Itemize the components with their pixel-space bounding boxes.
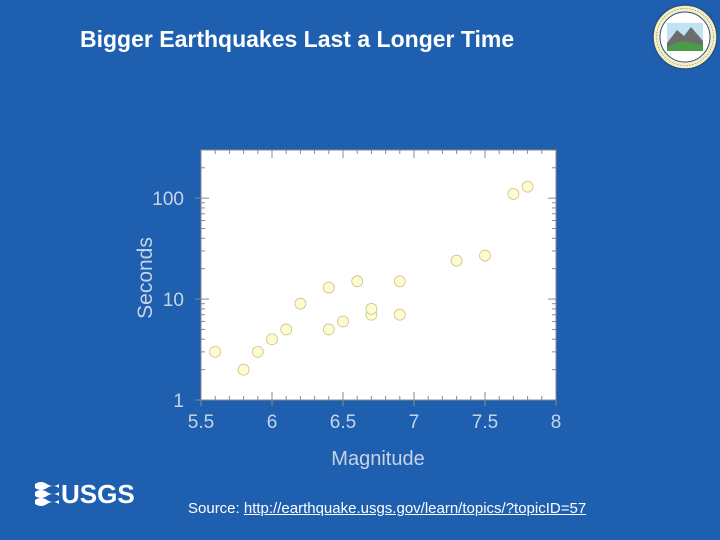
data-point: [393, 308, 406, 321]
data-point: [507, 188, 520, 200]
data-point: [521, 180, 534, 193]
data-point: [209, 345, 222, 358]
data-point: [393, 275, 406, 288]
x-tick-label: 7: [409, 412, 420, 433]
y-axis-label: Seconds: [134, 237, 157, 319]
data-point: [237, 363, 250, 376]
x-tick-label: 6.5: [330, 412, 356, 433]
data-point: [322, 323, 335, 336]
data-point: [351, 275, 364, 288]
x-tick-label: 5.5: [188, 412, 214, 433]
data-point: [479, 249, 491, 262]
source-link[interactable]: http://earthquake.usgs.gov/learn/topics/…: [243, 500, 587, 517]
y-tick-label: 1: [173, 391, 184, 412]
plot-area: [200, 149, 557, 401]
data-point: [322, 281, 335, 294]
data-point: [365, 302, 378, 315]
data-point: [294, 297, 307, 310]
x-tick-label: 7.5: [472, 412, 498, 433]
x-tick-label: 6: [267, 412, 278, 433]
source-label: Source:: [188, 500, 240, 517]
x-tick-label: 8: [551, 412, 562, 433]
y-tick-label: 100: [152, 189, 184, 210]
usgs-seal-icon: [652, 4, 718, 70]
slide-title: Bigger Earthquakes Last a Longer Time: [80, 26, 515, 52]
data-point: [450, 254, 463, 267]
usgs-logo: USGS: [35, 479, 135, 509]
data-point: [266, 333, 278, 346]
data-point: [337, 315, 349, 328]
data-point: [251, 345, 264, 358]
usgs-wave-icon: [35, 482, 59, 506]
usgs-logo-text: USGS: [61, 479, 135, 509]
x-axis-label: Magnitude: [331, 448, 424, 470]
source-citation: Source: http://earthquake.usgs.gov/learn…: [188, 500, 586, 517]
data-point: [280, 323, 293, 336]
y-tick-label: 10: [163, 290, 184, 311]
